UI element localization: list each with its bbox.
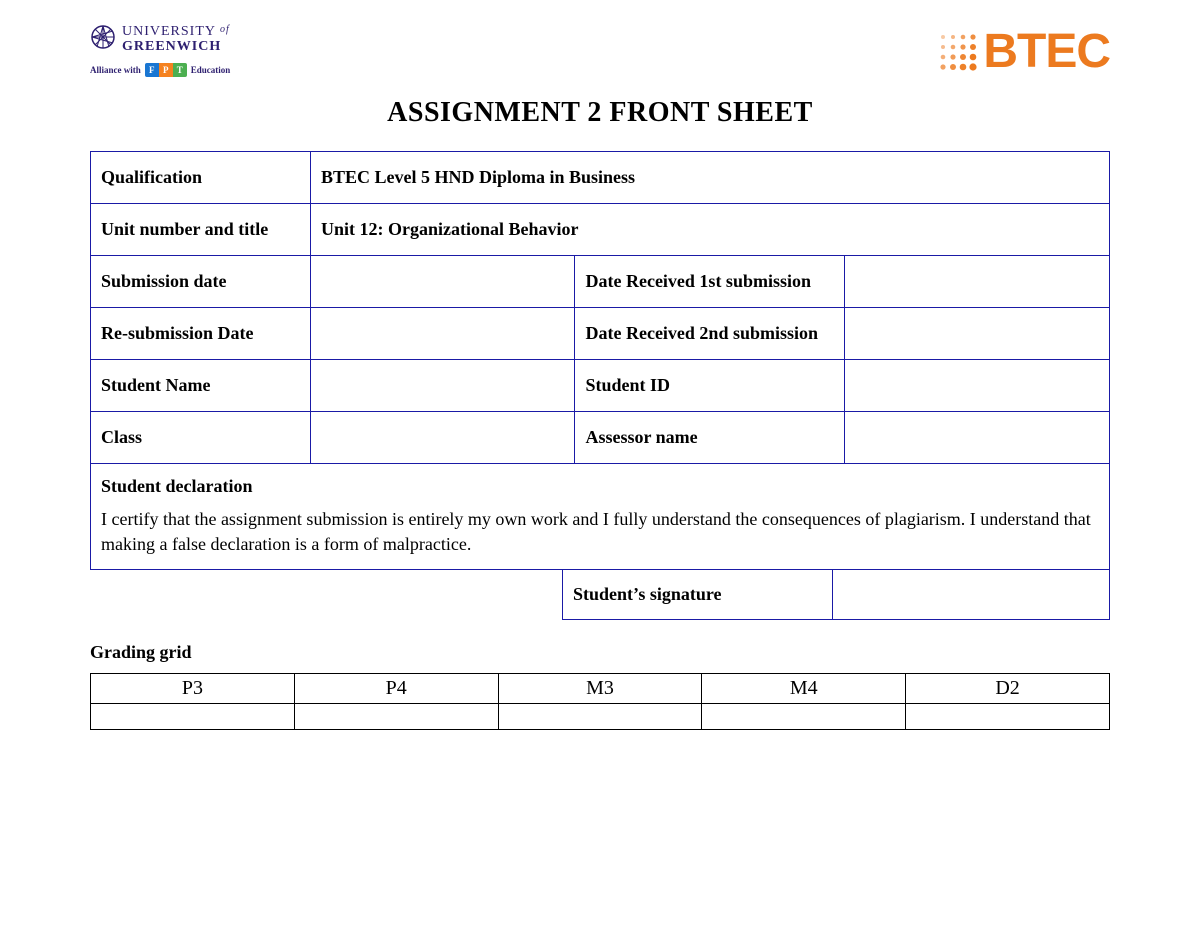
grading-cell-m4[interactable] — [702, 704, 906, 730]
signature-wrap: Student’s signature — [90, 569, 1110, 620]
btec-dots-icon — [937, 31, 979, 73]
uni-line1: UNIVERSITY — [122, 24, 215, 39]
fpt-p: P — [159, 63, 173, 77]
grading-value-row — [91, 704, 1110, 730]
row-signature: Student’s signature — [563, 570, 1110, 620]
row-declaration: Student declaration I certify that the a… — [91, 464, 1110, 570]
fpt-f: F — [145, 63, 159, 77]
signature-value[interactable] — [833, 570, 1110, 620]
declaration-title: Student declaration — [101, 476, 1099, 497]
received1-label: Date Received 1st submission — [575, 256, 845, 308]
grading-header-p4: P4 — [294, 674, 498, 704]
assessor-value[interactable] — [845, 412, 1110, 464]
qualification-label: Qualification — [91, 152, 311, 204]
fpt-t: T — [173, 63, 187, 77]
grading-header-m3: M3 — [498, 674, 702, 704]
front-sheet-table: Qualification BTEC Level 5 HND Diploma i… — [90, 151, 1110, 570]
received2-label: Date Received 2nd submission — [575, 308, 845, 360]
uni-line2: GREENWICH — [122, 40, 230, 55]
grading-cell-p4[interactable] — [294, 704, 498, 730]
submission-label: Submission date — [91, 256, 311, 308]
row-resubmission-date: Re-submission Date Date Received 2nd sub… — [91, 308, 1110, 360]
grading-header-m4: M4 — [702, 674, 906, 704]
student-name-value[interactable] — [311, 360, 575, 412]
alliance-suffix: Education — [191, 65, 231, 75]
grading-cell-m3[interactable] — [498, 704, 702, 730]
signature-label: Student’s signature — [563, 570, 833, 620]
header: UNIVERSITY of GREENWICH Alliance with F … — [90, 24, 1110, 79]
university-logo-block: UNIVERSITY of GREENWICH Alliance with F … — [90, 24, 230, 77]
row-class: Class Assessor name — [91, 412, 1110, 464]
uni-of: of — [220, 24, 230, 35]
unit-label: Unit number and title — [91, 204, 311, 256]
university-name: UNIVERSITY of GREENWICH — [122, 25, 230, 54]
signature-table: Student’s signature — [562, 569, 1110, 620]
grading-grid-table: P3 P4 M3 M4 D2 — [90, 673, 1110, 730]
page-title: ASSIGNMENT 2 FRONT SHEET — [90, 97, 1110, 129]
grading-cell-d2[interactable] — [906, 704, 1110, 730]
grading-header-d2: D2 — [906, 674, 1110, 704]
alliance-prefix: Alliance with — [90, 65, 141, 75]
grading-header-row: P3 P4 M3 M4 D2 — [91, 674, 1110, 704]
unit-value: Unit 12: Organizational Behavior — [311, 204, 1110, 256]
student-id-value[interactable] — [845, 360, 1110, 412]
class-label: Class — [91, 412, 311, 464]
fpt-logo-icon: F P T — [145, 63, 187, 77]
university-crest-icon — [90, 24, 116, 55]
grading-grid-title: Grading grid — [90, 642, 1110, 663]
received1-value[interactable] — [845, 256, 1110, 308]
student-id-label: Student ID — [575, 360, 845, 412]
resubmission-value[interactable] — [311, 308, 575, 360]
assessor-label: Assessor name — [575, 412, 845, 464]
grading-header-p3: P3 — [91, 674, 295, 704]
received2-value[interactable] — [845, 308, 1110, 360]
qualification-value: BTEC Level 5 HND Diploma in Business — [311, 152, 1110, 204]
btec-text: BTEC — [983, 24, 1110, 79]
submission-value[interactable] — [311, 256, 575, 308]
declaration-cell: Student declaration I certify that the a… — [91, 464, 1110, 570]
row-student-name: Student Name Student ID — [91, 360, 1110, 412]
student-name-label: Student Name — [91, 360, 311, 412]
declaration-body: I certify that the assignment submission… — [101, 507, 1099, 557]
row-unit: Unit number and title Unit 12: Organizat… — [91, 204, 1110, 256]
alliance-row: Alliance with F P T Education — [90, 63, 230, 77]
resubmission-label: Re-submission Date — [91, 308, 311, 360]
row-submission-date: Submission date Date Received 1st submis… — [91, 256, 1110, 308]
grading-cell-p3[interactable] — [91, 704, 295, 730]
btec-logo: BTEC — [937, 24, 1110, 79]
class-value[interactable] — [311, 412, 575, 464]
row-qualification: Qualification BTEC Level 5 HND Diploma i… — [91, 152, 1110, 204]
